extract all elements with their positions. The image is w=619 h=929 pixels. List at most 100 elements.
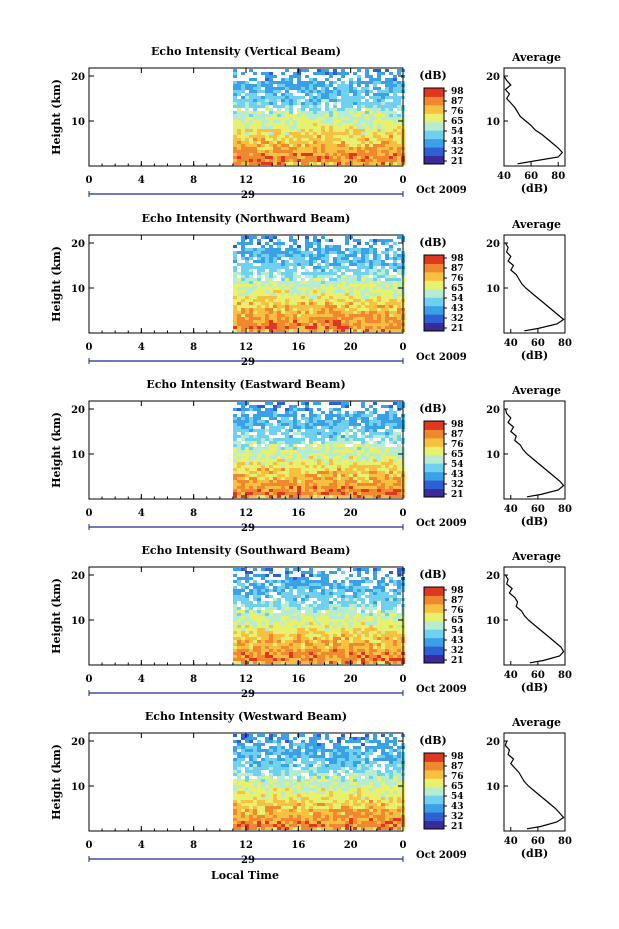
echo-cell xyxy=(273,589,277,592)
echo-cell xyxy=(317,296,321,299)
echo-cell xyxy=(273,586,277,589)
echo-cell xyxy=(257,102,261,105)
echo-cell xyxy=(281,652,285,655)
echo-cell xyxy=(361,429,365,432)
echo-cell xyxy=(233,456,237,459)
echo-cell xyxy=(329,293,333,296)
echo-cell xyxy=(381,260,385,263)
echo-cell xyxy=(317,405,321,408)
echo-cell xyxy=(381,162,385,165)
echo-cell xyxy=(281,492,285,495)
echo-cell xyxy=(357,320,361,323)
echo-cell xyxy=(237,275,241,278)
echo-cell xyxy=(341,302,345,305)
echo-cell xyxy=(249,293,253,296)
echo-cell xyxy=(381,150,385,153)
echo-cell xyxy=(269,408,273,411)
echo-cell xyxy=(353,138,357,141)
echo-cell xyxy=(257,251,261,254)
echo-cell xyxy=(293,153,297,156)
echo-cell xyxy=(285,126,289,129)
echo-cell xyxy=(253,592,257,595)
echo-cell xyxy=(285,123,289,126)
echo-cell xyxy=(345,84,349,87)
echo-cell xyxy=(281,144,285,147)
echo-cell xyxy=(249,156,253,159)
echo-cell xyxy=(365,305,369,308)
echo-cell xyxy=(237,293,241,296)
echo-cell xyxy=(293,598,297,601)
echo-cell xyxy=(309,242,313,245)
echo-cell xyxy=(353,302,357,305)
echo-cell xyxy=(285,242,289,245)
colorbar-swatch xyxy=(424,471,444,481)
echo-cell xyxy=(305,444,309,447)
echo-cell xyxy=(273,441,277,444)
echo-cell xyxy=(313,87,317,90)
echo-cell xyxy=(365,96,369,99)
echo-cell xyxy=(253,84,257,87)
echo-cell xyxy=(373,72,377,75)
echo-cell xyxy=(321,290,325,293)
echo-cell xyxy=(253,311,257,314)
echo-cell xyxy=(241,87,245,90)
echo-cell xyxy=(249,486,253,489)
echo-cell xyxy=(249,492,253,495)
echo-cell xyxy=(397,248,401,251)
echo-cell xyxy=(373,474,377,477)
echo-cell xyxy=(257,471,261,474)
echo-cell xyxy=(293,465,297,468)
echo-cell xyxy=(285,81,289,84)
echo-cell xyxy=(265,329,269,332)
echo-cell xyxy=(293,432,297,435)
echo-cell xyxy=(257,275,261,278)
echo-cell xyxy=(373,329,377,332)
echo-cell xyxy=(289,432,293,435)
echo-cell xyxy=(261,486,265,489)
echo-cell xyxy=(297,323,301,326)
echo-cell xyxy=(237,423,241,426)
echo-cell xyxy=(237,96,241,99)
echo-cell xyxy=(237,308,241,311)
echo-cell xyxy=(269,474,273,477)
echo-cell xyxy=(353,147,357,150)
echo-cell xyxy=(277,417,281,420)
echo-cell xyxy=(397,308,401,311)
echo-cell xyxy=(389,411,393,414)
echo-cell xyxy=(277,141,281,144)
echo-cell xyxy=(277,661,281,664)
echo-cell xyxy=(389,108,393,111)
echo-cell xyxy=(261,138,265,141)
echo-cell xyxy=(249,248,253,251)
echo-cell xyxy=(365,159,369,162)
echo-cell xyxy=(249,105,253,108)
echo-cell xyxy=(369,266,373,269)
echo-cell xyxy=(373,483,377,486)
echo-cell xyxy=(241,329,245,332)
echo-cell xyxy=(277,156,281,159)
echo-cell xyxy=(281,580,285,583)
echo-cell xyxy=(305,120,309,123)
echo-cell xyxy=(245,144,249,147)
echo-cell xyxy=(385,75,389,78)
echo-cell xyxy=(257,405,261,408)
echo-cell xyxy=(341,251,345,254)
echo-cell xyxy=(241,613,245,616)
echo-cell xyxy=(325,78,329,81)
echo-cell xyxy=(385,296,389,299)
echo-cell xyxy=(265,586,269,589)
echo-cell xyxy=(389,90,393,93)
echo-cell xyxy=(281,96,285,99)
echo-cell xyxy=(325,402,329,405)
echo-cell xyxy=(385,320,389,323)
echo-cell xyxy=(269,308,273,311)
echo-cell xyxy=(285,625,289,628)
echo-cell xyxy=(261,81,265,84)
echo-cell xyxy=(293,441,297,444)
echo-cell xyxy=(269,637,273,640)
echo-cell xyxy=(289,123,293,126)
echo-cell xyxy=(317,323,321,326)
echo-cell xyxy=(357,426,361,429)
echo-cell xyxy=(285,150,289,153)
echo-cell xyxy=(273,84,277,87)
